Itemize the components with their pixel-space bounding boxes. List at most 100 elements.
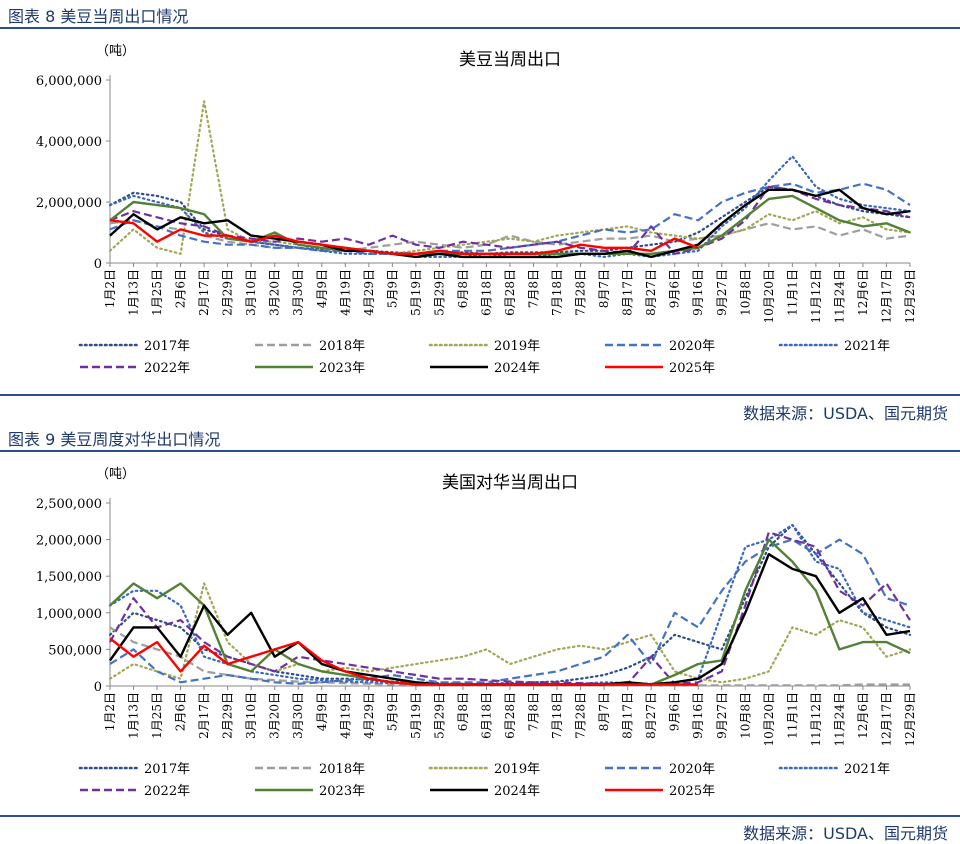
c1-x-tick-label: 2月29日 (221, 269, 235, 316)
c2-legend-label: 2025年 (669, 784, 715, 799)
c1-x-tick-label: 10月20日 (762, 269, 776, 324)
figure-8-bottom-rule (0, 394, 960, 396)
c1-y-unit-label: （吨） (96, 44, 135, 59)
c1-x-tick-label: 6月18日 (479, 269, 493, 316)
c2-x-tick-label: 8月27日 (644, 692, 658, 739)
c1-legend-label: 2017年 (144, 339, 190, 354)
c1-x-tick-label: 1月13日 (127, 269, 141, 316)
c2-x-tick-label: 6月8日 (456, 692, 470, 731)
c2-x-tick-label: 3月10日 (244, 692, 258, 739)
c1-y-tick-label: 6,000,000 (36, 74, 102, 89)
c2-legend-label: 2017年 (144, 762, 190, 777)
c2-x-tick-label: 3月30日 (291, 692, 305, 739)
c1-legend-label: 2021年 (844, 339, 890, 354)
c1-y-tick-label: 0 (94, 257, 102, 272)
c2-x-tick-label: 2月6日 (174, 692, 188, 731)
figure-8-top-rule (0, 27, 960, 29)
c1-y-tick-label: 2,000,000 (36, 196, 102, 211)
c2-legend-label: 2021年 (844, 762, 890, 777)
c1-x-tick-label: 5月19日 (409, 269, 423, 316)
c1-series-line-2020 (109, 182, 911, 255)
c2-x-tick-label: 5月29日 (432, 692, 446, 739)
c2-x-tick-label: 12月29日 (903, 692, 917, 747)
c2-legend-label: 2019年 (494, 762, 540, 777)
c2-x-tick-label: 10月20日 (762, 692, 776, 747)
c2-x-tick-label: 6月28日 (503, 692, 517, 739)
c1-x-tick-label: 2月6日 (174, 269, 188, 308)
c2-legend-label: 2023年 (319, 784, 365, 799)
c2-x-tick-label: 4月9日 (315, 692, 329, 731)
c2-x-tick-label: 5月9日 (385, 692, 399, 731)
c2-y-tick-label: 1,500,000 (36, 570, 102, 585)
c2-x-tick-label: 7月8日 (527, 692, 541, 731)
c1-x-tick-label: 5月9日 (385, 269, 399, 308)
c1-x-tick-label: 7月28日 (574, 269, 588, 316)
c1-x-tick-label: 10月8日 (738, 269, 752, 316)
c2-series-line-2017 (108, 523, 912, 685)
c1-x-tick-label: 8月27日 (644, 269, 658, 316)
c2-series-line-2020 (109, 538, 911, 685)
c1-x-tick-label: 6月8日 (456, 269, 470, 308)
c1-x-tick-label: 12月29日 (903, 269, 917, 324)
c1-legend-label: 2025年 (669, 361, 715, 376)
c1-x-tick-label: 12月6日 (856, 269, 870, 316)
c2-y-tick-label: 1,000,000 (36, 607, 102, 622)
c2-x-tick-label: 11月12日 (809, 692, 823, 747)
c2-series-line-2025 (109, 637, 699, 686)
c2-x-tick-label: 12月6日 (856, 692, 870, 739)
c2-x-tick-label: 1月13日 (127, 692, 141, 739)
c2-series-line-2022 (109, 531, 911, 685)
c1-x-tick-label: 7月8日 (527, 269, 541, 308)
c2-chart-title: 美国对华当周出口 (442, 473, 578, 493)
c2-legend-label: 2018年 (319, 762, 365, 777)
figure-9-source: 数据来源：USDA、国元期货 (743, 824, 948, 843)
c1-legend-label: 2018年 (319, 339, 365, 354)
c2-x-tick-label: 6月18日 (479, 692, 493, 739)
c2-legend-label: 2024年 (494, 784, 540, 799)
c2-x-tick-label: 3月20日 (268, 692, 282, 739)
c1-series-line-2025 (109, 219, 699, 256)
c1-x-tick-label: 6月28日 (503, 269, 517, 316)
c2-x-tick-label: 5月19日 (409, 692, 423, 739)
c2-x-tick-label: 9月27日 (715, 692, 729, 739)
c2-x-tick-label: 7月28日 (574, 692, 588, 739)
c2-x-tick-label: 11月24日 (832, 692, 846, 747)
c1-x-tick-label: 4月29日 (362, 269, 376, 316)
c2-x-tick-label: 4月19日 (338, 692, 352, 739)
c2-x-tick-label: 2月17日 (197, 692, 211, 739)
c1-legend-label: 2020年 (669, 339, 715, 354)
c1-legend-label: 2024年 (494, 361, 540, 376)
c1-series-line-2024 (109, 188, 911, 259)
c1-x-tick-label: 4月9日 (315, 269, 329, 308)
c1-x-tick-label: 11月24日 (832, 269, 846, 324)
c1-legend-label: 2023年 (319, 361, 365, 376)
c2-x-tick-label: 1月25日 (150, 692, 164, 739)
c2-x-tick-label: 10月8日 (738, 692, 752, 739)
c2-x-tick-label: 4月29日 (362, 692, 376, 739)
figure-8-source: 数据来源：USDA、国元期货 (743, 404, 948, 423)
figure-9-caption: 图表 9 美豆周度对华出口情况 (8, 430, 221, 449)
c1-x-tick-label: 9月27日 (715, 269, 729, 316)
c2-x-tick-label: 12月17日 (879, 692, 893, 747)
c1-y-tick-label: 4,000,000 (36, 135, 102, 150)
c2-y-tick-label: 500,000 (48, 643, 102, 658)
c2-x-tick-label: 7月18日 (550, 692, 564, 739)
figure-8-chart: 美豆当周出口 （吨） 0 2,000,000 4,000,000 6,000,000 1月2… (36, 44, 917, 376)
c2-y-tick-label: 2,500,000 (36, 497, 102, 512)
c1-x-tick-label: 9月6日 (668, 269, 682, 308)
c2-y-tick-label: 2,000,000 (36, 534, 102, 549)
c1-x-tick-label: 9月16日 (691, 269, 705, 316)
c1-legend-label: 2019年 (494, 339, 540, 354)
c1-x-tick-label: 8月7日 (597, 269, 611, 308)
c1-x-tick-label: 5月29日 (432, 269, 446, 316)
c1-x-tick-label: 11月1日 (785, 269, 799, 316)
c1-series-line-2022 (109, 185, 911, 255)
c1-x-tick-label: 3月30日 (291, 269, 305, 316)
c2-legend-label: 2020年 (669, 762, 715, 777)
c1-x-tick-label: 3月20日 (268, 269, 282, 316)
c2-x-tick-label: 9月16日 (691, 692, 705, 739)
c1-legend-label: 2022年 (144, 361, 190, 376)
c1-x-tick-label: 12月17日 (879, 269, 893, 324)
c1-series-line-2019 (108, 100, 912, 255)
c2-legend-label: 2022年 (144, 784, 190, 799)
